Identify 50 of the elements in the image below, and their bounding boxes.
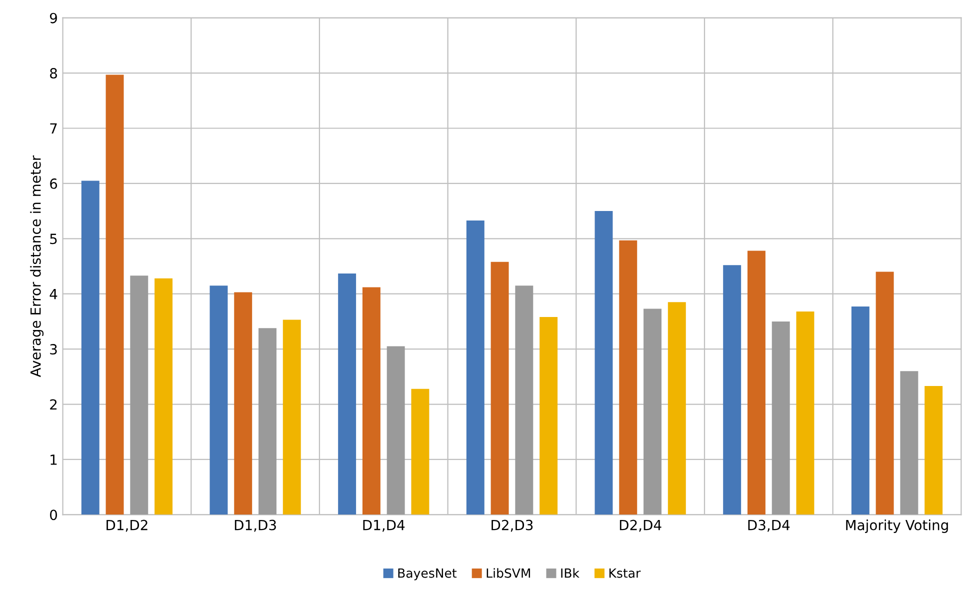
legend-label: BayesNet (398, 568, 457, 580)
x-tick-label: D1,D3 (234, 520, 276, 532)
y-tick-label: 1 (50, 454, 57, 465)
bar (81, 180, 100, 515)
bar (924, 386, 943, 515)
y-axis-title: Average Error distance in meter (30, 155, 44, 378)
y-tick-label: 4 (50, 289, 58, 300)
bar (210, 286, 228, 515)
bar (106, 74, 124, 515)
y-tick-label: 2 (50, 399, 57, 410)
bar (723, 265, 742, 515)
bar (796, 312, 814, 515)
x-tick-label: D2,D4 (620, 520, 662, 532)
bar (154, 278, 173, 515)
legend-label: LibSVM (486, 568, 530, 578)
bar (282, 320, 301, 515)
y-tick-label: 0 (50, 510, 58, 520)
bar (515, 286, 534, 515)
bar (876, 272, 894, 515)
bar (338, 273, 356, 515)
bar (490, 262, 509, 515)
y-tick-label: 5 (50, 234, 57, 244)
bar (386, 346, 405, 515)
bar (594, 211, 613, 515)
y-tick-label: 7 (50, 123, 57, 134)
bar (362, 287, 380, 515)
bar (619, 240, 638, 515)
bar (644, 308, 662, 515)
bar (900, 371, 918, 515)
x-tick-label: D2,D3 (492, 520, 533, 532)
x-tick-label: Majority Voting (846, 520, 948, 533)
legend-label: IBk (561, 568, 580, 578)
bar (540, 317, 558, 515)
bar (130, 276, 148, 515)
y-tick-label: 3 (50, 344, 57, 355)
x-tick-label: D3,D4 (748, 520, 790, 532)
bar (772, 321, 790, 515)
legend-label: Kstar (609, 568, 641, 578)
bar (668, 302, 686, 515)
bar (466, 220, 484, 515)
bar (851, 306, 870, 515)
x-tick-label: D1,D2 (106, 520, 148, 532)
bar (258, 328, 276, 515)
bar (747, 250, 766, 515)
y-tick-label: 8 (50, 68, 57, 79)
y-tick-label: 6 (50, 178, 58, 189)
bar (411, 388, 430, 515)
x-tick-label: D1,D4 (363, 520, 405, 532)
bar (234, 292, 252, 515)
y-tick-label: 9 (50, 12, 57, 24)
